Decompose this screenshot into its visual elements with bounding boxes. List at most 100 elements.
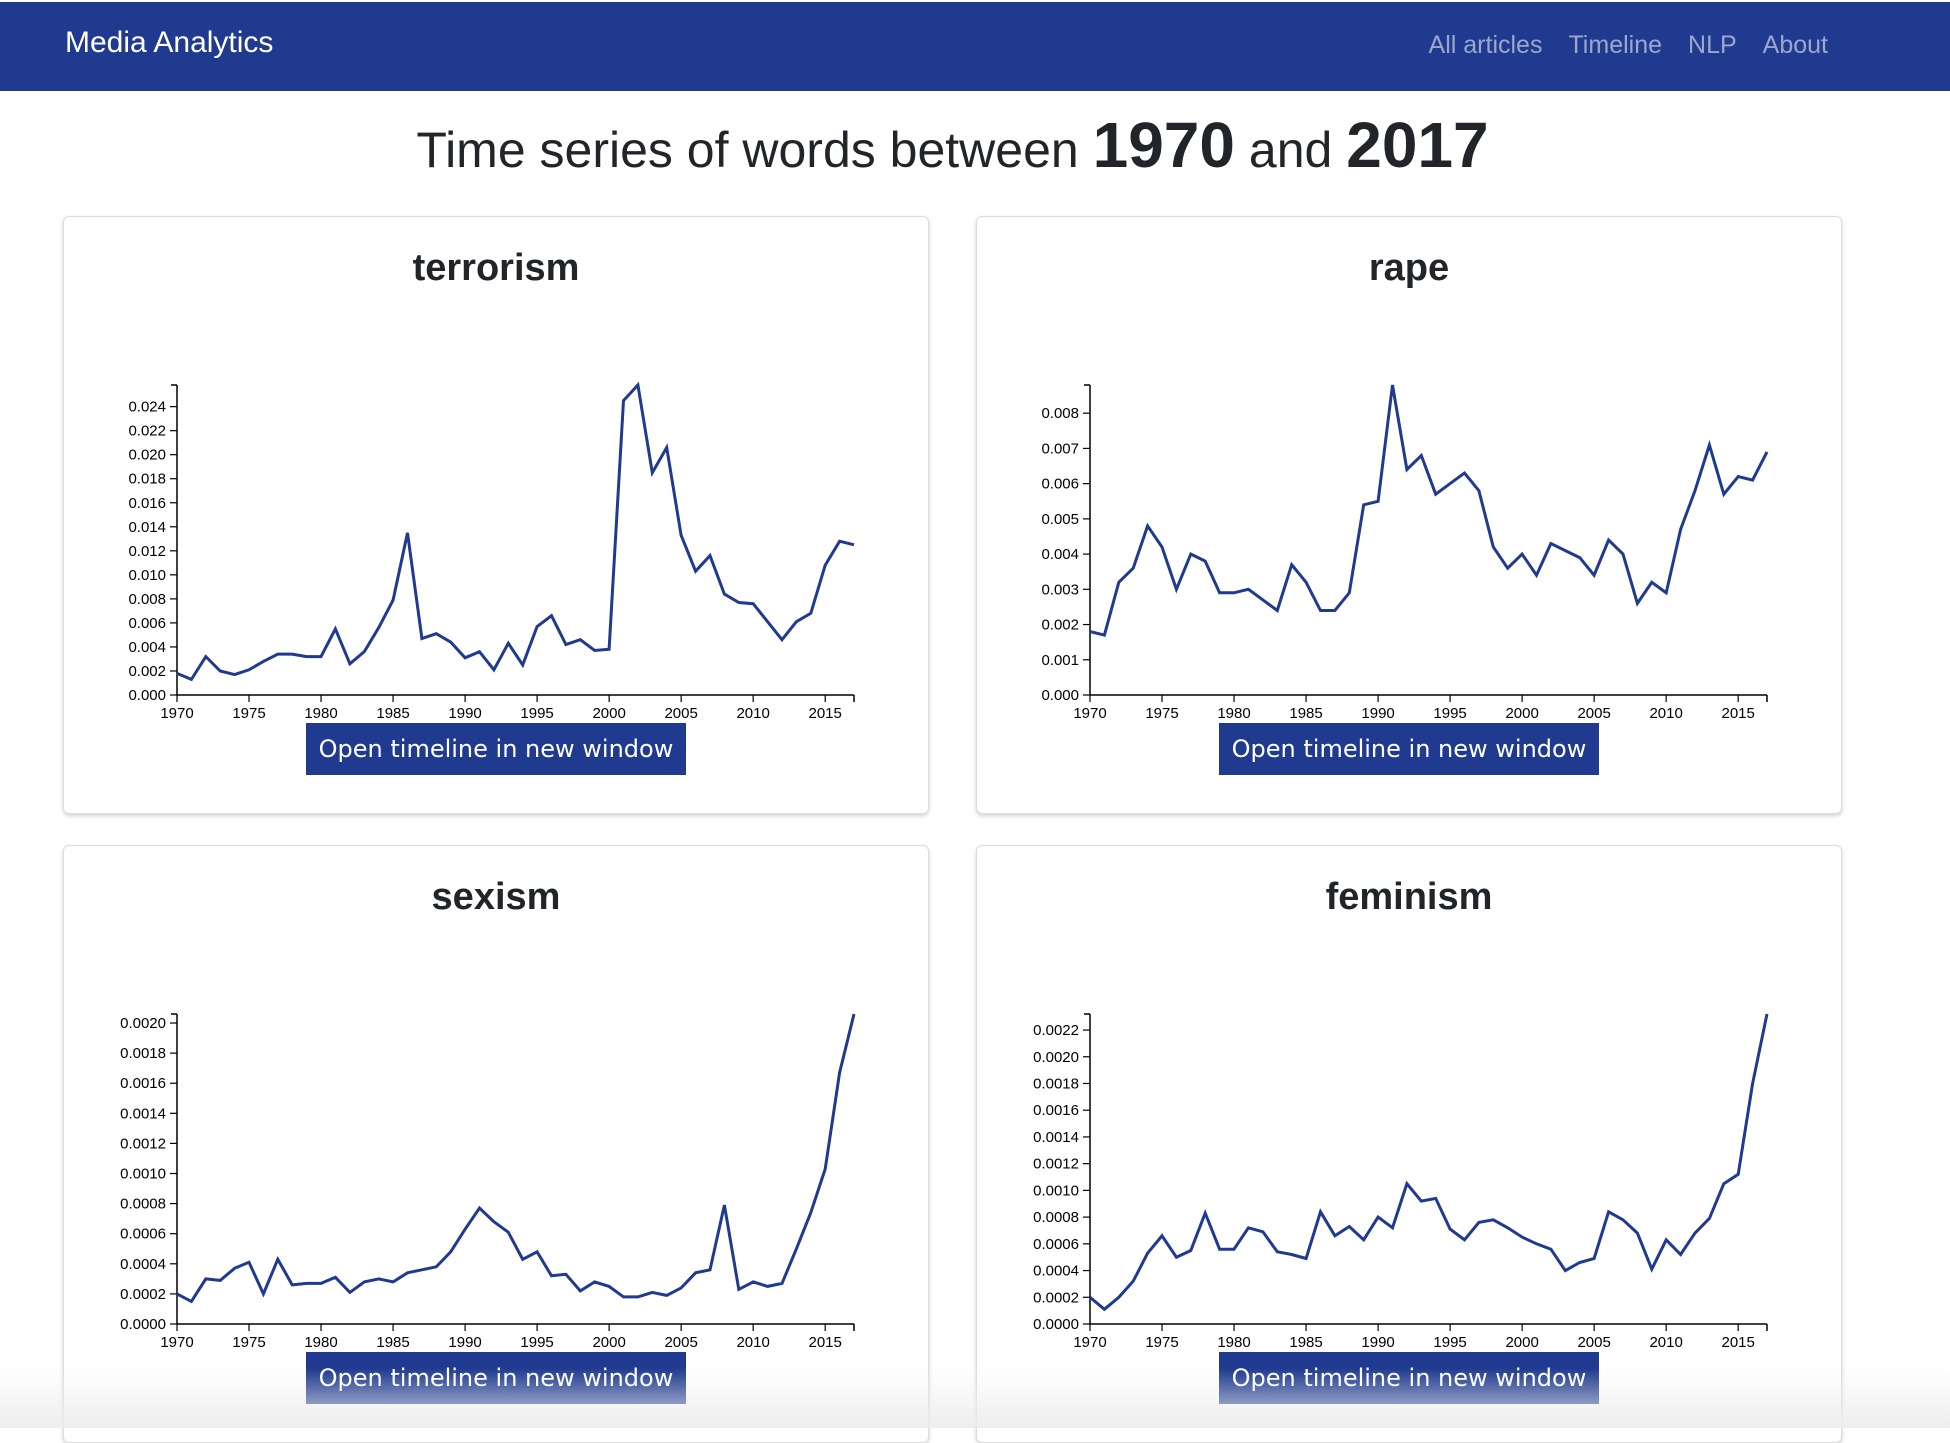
open-timeline-button[interactable]: Open timeline in new window xyxy=(1219,1352,1599,1404)
x-tick-label: 1990 xyxy=(448,705,481,722)
x-tick-label: 1985 xyxy=(1289,1334,1322,1351)
nav-link-about[interactable]: About xyxy=(1763,31,1828,60)
x-tick-label: 2005 xyxy=(664,705,697,722)
y-tick-label: 0.0002 xyxy=(1033,1289,1079,1306)
x-tick-label: 2005 xyxy=(1577,1334,1610,1351)
y-tick-label: 0.0016 xyxy=(1033,1102,1079,1119)
y-tick-label: 0.0010 xyxy=(1033,1182,1079,1199)
x-tick-label: 1970 xyxy=(1073,705,1106,722)
x-tick-label: 1970 xyxy=(160,1334,193,1351)
line-chart-terrorism: 0.0000.0020.0040.0060.0080.0100.0120.014… xyxy=(64,327,928,747)
y-tick-label: 0.0014 xyxy=(1033,1129,1079,1146)
line-chart-feminism: 0.0000 0.0002 0.0004 0.0006 0.0008 0.0010 0.00… xyxy=(977,956,1841,1376)
nav-links: All articles Timeline NLP About xyxy=(1429,31,1828,60)
y-tick-label: 0.022 xyxy=(128,423,166,440)
x-tick-label: 2005 xyxy=(1577,705,1610,722)
x-tick-label: 1995 xyxy=(1433,1334,1466,1351)
x-tick-label: 1980 xyxy=(1217,1334,1250,1351)
card-title: sexism xyxy=(64,876,928,919)
card-title: feminism xyxy=(977,876,1841,919)
y-tick-label: 0.004 xyxy=(128,639,166,656)
x-tick-label: 1990 xyxy=(1361,1334,1394,1351)
series-line xyxy=(1090,1014,1767,1309)
nav-link-nlp[interactable]: NLP xyxy=(1688,31,1737,60)
y-tick-label: 0.0018 xyxy=(1033,1075,1079,1092)
x-tick-label: 1980 xyxy=(1217,705,1250,722)
heading-end-year: 2017 xyxy=(1346,109,1488,181)
x-tick-label: 1995 xyxy=(1433,705,1466,722)
y-tick-label: 0.002 xyxy=(128,663,166,680)
x-tick-label: 2000 xyxy=(592,705,625,722)
x-tick-label: 1985 xyxy=(376,705,409,722)
y-tick-label: 0.001 xyxy=(1041,652,1079,669)
y-tick-label: 0.0008 xyxy=(1033,1209,1079,1226)
nav-link-timeline[interactable]: Timeline xyxy=(1568,31,1662,60)
chart-card-rape: rape 0.000 0.001 0.002 0.003 0.004 0.005 0.006… xyxy=(976,216,1842,814)
y-tick-label: 0.008 xyxy=(1041,405,1079,422)
card-title: terrorism xyxy=(64,247,928,290)
x-tick-label: 2015 xyxy=(809,705,842,722)
y-tick-label: 0.003 xyxy=(1041,581,1079,598)
x-tick-label: 2010 xyxy=(1649,1334,1682,1351)
heading-start-year: 1970 xyxy=(1093,109,1235,181)
y-tick-label: 0.0012 xyxy=(120,1135,166,1152)
y-tick-label: 0.0016 xyxy=(120,1075,166,1092)
y-tick-label: 0.0020 xyxy=(120,1015,166,1032)
line-chart-rape: 0.000 0.001 0.002 0.003 0.004 0.005 0.006 0.007… xyxy=(977,327,1841,747)
line-chart-sexism: 0.00000.00020.00040.00060.00080.00100.00… xyxy=(64,956,928,1376)
y-tick-label: 0.0018 xyxy=(120,1045,166,1062)
y-tick-label: 0.007 xyxy=(1041,440,1079,457)
x-tick-label: 2015 xyxy=(809,1334,842,1351)
series-line xyxy=(1090,385,1767,635)
x-tick-label: 2010 xyxy=(736,705,769,722)
x-tick-label: 1980 xyxy=(304,1334,337,1351)
y-tick-label: 0.0006 xyxy=(1033,1236,1079,1253)
x-tick-label: 1975 xyxy=(232,1334,265,1351)
series-line xyxy=(177,1014,854,1301)
y-tick-label: 0.0020 xyxy=(1033,1049,1079,1066)
x-tick-label: 1995 xyxy=(520,1334,553,1351)
x-tick-label: 2010 xyxy=(1649,705,1682,722)
navbar: Media Analytics All articles Timeline NL… xyxy=(0,2,1950,91)
y-tick-label: 0.0008 xyxy=(120,1196,166,1213)
x-tick-label: 1985 xyxy=(376,1334,409,1351)
y-tick-label: 0.005 xyxy=(1041,511,1079,528)
x-tick-label: 1985 xyxy=(1289,705,1322,722)
open-timeline-button[interactable]: Open timeline in new window xyxy=(306,1352,686,1404)
x-tick-label: 2000 xyxy=(592,1334,625,1351)
heading-connector: and xyxy=(1249,122,1332,178)
card-title: rape xyxy=(977,247,1841,290)
y-tick-label: 0.014 xyxy=(128,519,166,536)
y-tick-label: 0.006 xyxy=(128,615,166,632)
x-tick-label: 1990 xyxy=(448,1334,481,1351)
y-tick-label: 0.000 xyxy=(1041,687,1079,704)
x-tick-label: 1975 xyxy=(232,705,265,722)
x-tick-label: 1970 xyxy=(1073,1334,1106,1351)
y-tick-label: 0.0006 xyxy=(120,1226,166,1243)
heading-prefix: Time series of words between xyxy=(416,122,1078,178)
y-tick-label: 0.004 xyxy=(1041,546,1079,563)
nav-link-all-articles[interactable]: All articles xyxy=(1429,31,1543,60)
y-tick-label: 0.010 xyxy=(128,567,166,584)
series-line xyxy=(177,385,854,679)
x-tick-label: 1975 xyxy=(1145,705,1178,722)
brand-link[interactable]: Media Analytics xyxy=(65,26,273,60)
open-timeline-button[interactable]: Open timeline in new window xyxy=(1219,723,1599,775)
y-tick-label: 0.0012 xyxy=(1033,1156,1079,1173)
y-tick-label: 0.008 xyxy=(128,591,166,608)
y-tick-label: 0.000 xyxy=(128,687,166,704)
y-tick-label: 0.0010 xyxy=(120,1166,166,1183)
x-tick-label: 2005 xyxy=(664,1334,697,1351)
y-tick-label: 0.0014 xyxy=(120,1105,166,1122)
x-tick-label: 2000 xyxy=(1505,705,1538,722)
x-tick-label: 1995 xyxy=(520,705,553,722)
y-tick-label: 0.002 xyxy=(1041,617,1079,634)
open-timeline-button[interactable]: Open timeline in new window xyxy=(306,723,686,775)
y-tick-label: 0.0004 xyxy=(1033,1263,1079,1280)
y-tick-label: 0.006 xyxy=(1041,476,1079,493)
y-tick-label: 0.0002 xyxy=(120,1286,166,1303)
y-tick-label: 0.0000 xyxy=(1033,1316,1079,1333)
x-tick-label: 2000 xyxy=(1505,1334,1538,1351)
x-tick-label: 2015 xyxy=(1722,705,1755,722)
